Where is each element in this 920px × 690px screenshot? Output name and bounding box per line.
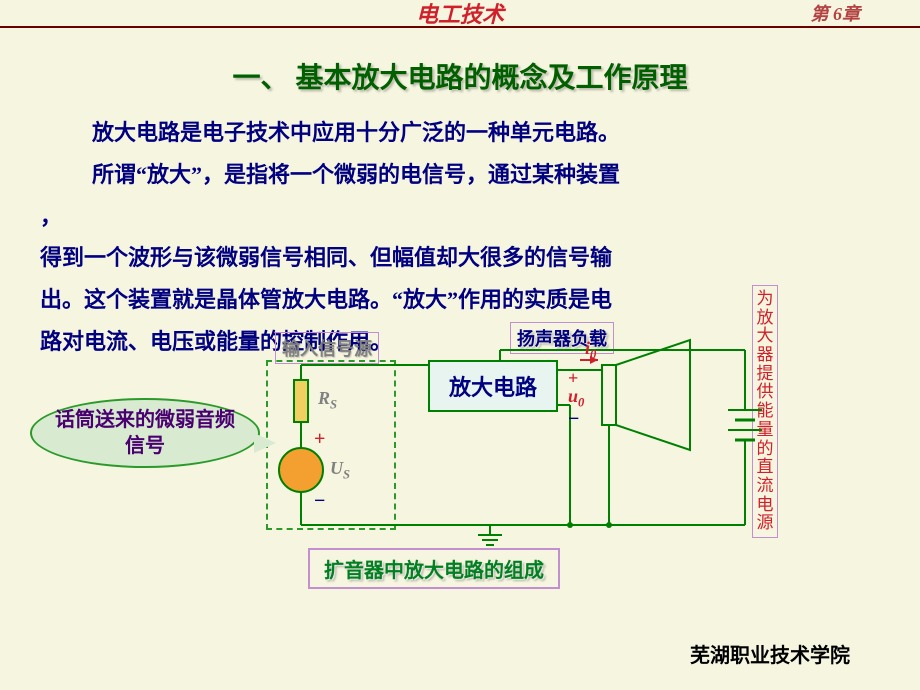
header-title: 电工技术 [416, 0, 504, 29]
sym-out-minus: − [568, 408, 579, 431]
body-p2: 所谓“放大”，是指将一个微弱的电信号，通过某种装置 [70, 154, 880, 196]
sym-io: i0 [585, 338, 596, 363]
main-title: 一、 基本放大电路的概念及工作原理 [0, 56, 920, 96]
diagram-caption: 扩音器中放大电路的组成 [308, 548, 560, 589]
sym-uo: u0 [568, 386, 584, 411]
sym-Us: US [330, 458, 350, 483]
diagram: 输入信号源 扬声器负载 为放大器提供能量的直流电源 [50, 310, 870, 590]
sym-Rs: RS [318, 388, 337, 413]
sym-src-plus: + [314, 428, 325, 451]
body-p1: 放大电路是电子技术中应用十分广泛的一种单元电路。 [70, 112, 880, 154]
body-p3: ， [40, 196, 880, 238]
footer: 芜湖职业技术学院 [690, 639, 850, 668]
body-p4: 得到一个波形与该微弱信号相同、但幅值却大很多的信号输 [40, 237, 880, 279]
header-chapter: 第 6章 [811, 0, 861, 26]
header: 电工技术 第 6章 [0, 0, 920, 28]
callout-signal: 话筒送来的微弱音频信号 [30, 398, 260, 468]
sym-src-minus: − [314, 490, 325, 513]
amplifier-box: 放大电路 [428, 360, 558, 412]
